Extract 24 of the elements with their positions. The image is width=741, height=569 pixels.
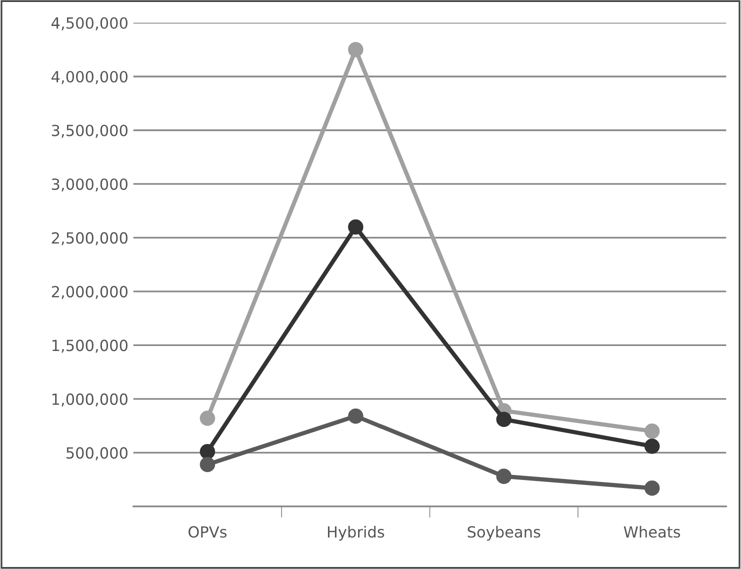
- y-tick-label: 2,500,000: [52, 232, 128, 246]
- point: [348, 219, 364, 235]
- point: [644, 424, 660, 439]
- point: [200, 410, 216, 426]
- y-tick-label: 1,500,000: [52, 340, 128, 353]
- x-tick-label: OPVs: [188, 526, 227, 538]
- point: [644, 480, 660, 496]
- x-tick-label: Hybrids: [328, 526, 384, 541]
- y-tick-label: 1,000,000: [52, 393, 128, 407]
- y-tick-label: 500,000: [66, 447, 128, 460]
- y-tick-label: 4,000,000: [52, 70, 128, 84]
- x-tick-label: Wheats: [624, 526, 680, 538]
- point: [200, 456, 216, 472]
- y-tick-label: 3,500,000: [52, 124, 128, 138]
- point: [348, 42, 364, 58]
- point: [348, 408, 364, 424]
- point: [496, 468, 512, 484]
- y-tick-label: 2,000,000: [52, 286, 128, 300]
- point: [200, 444, 216, 460]
- point: [644, 438, 660, 454]
- point: [496, 412, 512, 427]
- x-tick-label: Soybeans: [468, 526, 540, 541]
- y-tick-label: 3,000,000: [52, 178, 128, 192]
- y-tick-label: 4,500,000: [52, 17, 128, 30]
